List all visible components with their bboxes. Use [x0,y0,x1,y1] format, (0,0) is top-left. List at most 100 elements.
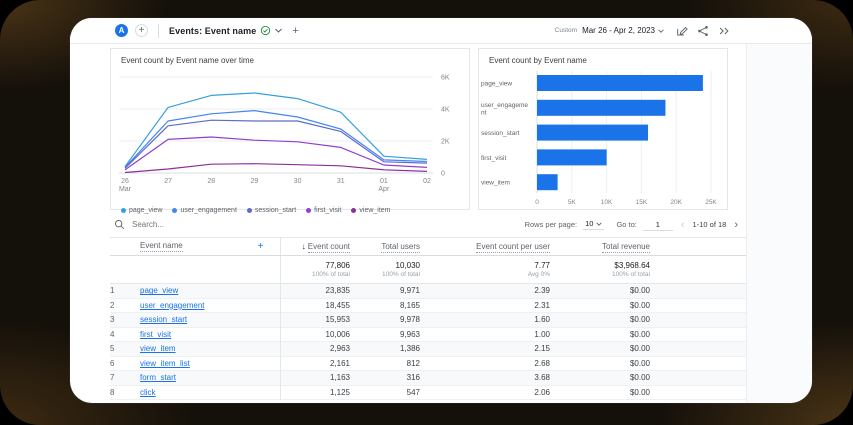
bar-chart-panel: Event count by Event name 0 5K 10K 15K 20K 25… [478,48,728,210]
ecpu-value: 1.60 [534,315,550,325]
svg-text:0: 0 [535,199,539,206]
rows-per-page-select[interactable]: 10 [583,219,605,230]
row-number: 7 [110,373,115,383]
ecpu-value: 2.06 [534,387,550,397]
date-preset-label: Custom [554,27,578,34]
share-icon[interactable] [697,25,709,37]
total-users-value: 1,386 [399,344,420,354]
svg-text:0: 0 [441,171,445,178]
legend-dot-icon [121,207,126,213]
date-range-picker[interactable]: Mar 26 - Apr 2, 2023 [582,26,664,35]
svg-text:page_view: page_view [481,81,512,88]
event-name-header-label: Event name [140,241,183,252]
event-name-cell: click [140,385,281,400]
event-count-value: 1,163 [329,373,350,383]
revenue-total: $3,968.64 [614,261,650,270]
tab-events-event-name[interactable]: Events: Event name [169,25,283,36]
table-row: 6 view_item_list 2,161 812 2.68 $0.00 [110,356,746,371]
line-chart-panel: Event count by Event name over time 6K 4K… [110,48,470,214]
event-count-value: 2,963 [329,344,350,354]
legend-item[interactable]: session_start [246,207,296,214]
rows-per-page-label: Rows per page: [524,220,578,229]
blank-cell [660,327,746,342]
svg-text:session_start: session_start [481,130,519,137]
legend-dot-icon [306,207,312,213]
right-empty-strip [746,44,812,403]
blank-cell [660,298,746,313]
row-number-header [110,238,140,256]
next-page-icon[interactable]: › [734,218,738,231]
insights-icon[interactable] [718,25,730,37]
previous-page-icon[interactable]: ‹ [680,218,685,231]
blank-header [660,238,746,256]
blank-cell [660,313,746,328]
event-name-link[interactable]: click [140,387,156,397]
blank-cell [660,385,746,400]
total-users-value: 9,963 [399,329,420,339]
chevron-down-icon[interactable] [275,28,283,33]
avatar[interactable]: A [115,24,128,37]
search-box[interactable] [114,219,525,230]
event-name-header[interactable]: Event name + [140,238,281,256]
total-users-value: 8,165 [399,300,420,310]
event-name-link[interactable]: user_engagement [140,300,205,310]
event-name-cell: view_item [140,341,281,356]
legend-item[interactable]: page_view [121,207,162,214]
svg-text:26: 26 [121,178,129,185]
row-number: 5 [110,344,115,354]
svg-text:first_visit: first_visit [481,155,506,162]
line-chart-legend: page_view user_engagement session_start fir… [111,204,469,216]
ecpu-value: 2.68 [534,358,550,368]
event-name-link[interactable]: view_item_list [140,358,190,368]
line-chart-title: Event count by Event name over time [121,56,254,65]
svg-text:31: 31 [337,178,345,185]
pagination-range: 1-10 of 18 [692,220,727,229]
event-count-per-user-header[interactable]: Event count per user [430,238,560,256]
svg-text:27: 27 [164,178,172,185]
table-row: 8 click 1,125 547 2.06 $0.00 [110,385,746,400]
legend-label: page_view [129,206,163,214]
add-tab-button[interactable]: + [292,24,299,37]
total-users-value: 316 [406,373,420,383]
legend-item[interactable]: first_visit [306,207,341,214]
event-name-link[interactable]: page_view [140,286,179,296]
row-number: 3 [110,315,115,325]
event-name-link[interactable]: session_start [140,315,188,325]
legend-item[interactable]: view_item [351,207,391,214]
total-revenue-header[interactable]: Total revenue [560,238,660,256]
legend-item[interactable]: user_engagement [172,207,237,214]
event-name-link[interactable]: view_item [140,344,176,354]
add-report-button[interactable]: + [135,24,148,37]
check-circle-icon [260,25,271,36]
svg-text:28: 28 [207,178,215,185]
event-count-header[interactable]: ↓ Event count [280,238,360,256]
event-name-link[interactable]: first_visit [140,329,172,339]
svg-text:02: 02 [423,178,431,185]
events-table-body: 1 page_view 23,835 9,971 2.39 $0.00 2 user_enga… [110,283,746,400]
go-to-input[interactable] [642,218,673,231]
bar-chart-title: Event count by Event name [489,56,587,65]
add-dimension-icon[interactable]: + [257,241,264,252]
svg-text:01: 01 [380,178,388,185]
edit-comparisons-icon[interactable] [676,25,688,37]
search-input[interactable] [130,219,254,230]
total-users-total-sub: 100% of total [382,271,420,278]
row-number: 4 [110,329,115,339]
table-row: 7 form_start 1,163 316 3.68 $0.00 [110,370,746,385]
go-to-label: Go to: [616,220,637,229]
event-name-cell: page_view [140,283,281,298]
svg-text:view_item: view_item [481,180,510,187]
total-users-header[interactable]: Total users [360,238,430,256]
chevron-down-icon [596,221,603,226]
event-count-value: 15,953 [325,315,350,325]
legend-dot-icon [172,207,178,213]
svg-text:30: 30 [294,178,302,185]
svg-text:5K: 5K [568,199,577,206]
search-icon [114,219,125,230]
revenue-value: $0.00 [629,315,650,325]
table-row: 2 user_engagement 18,455 8,165 2.31 $0.00 [110,298,746,313]
revenue-value: $0.00 [629,300,650,310]
event-name-link[interactable]: form_start [140,373,177,383]
svg-text:Apr: Apr [378,186,390,193]
